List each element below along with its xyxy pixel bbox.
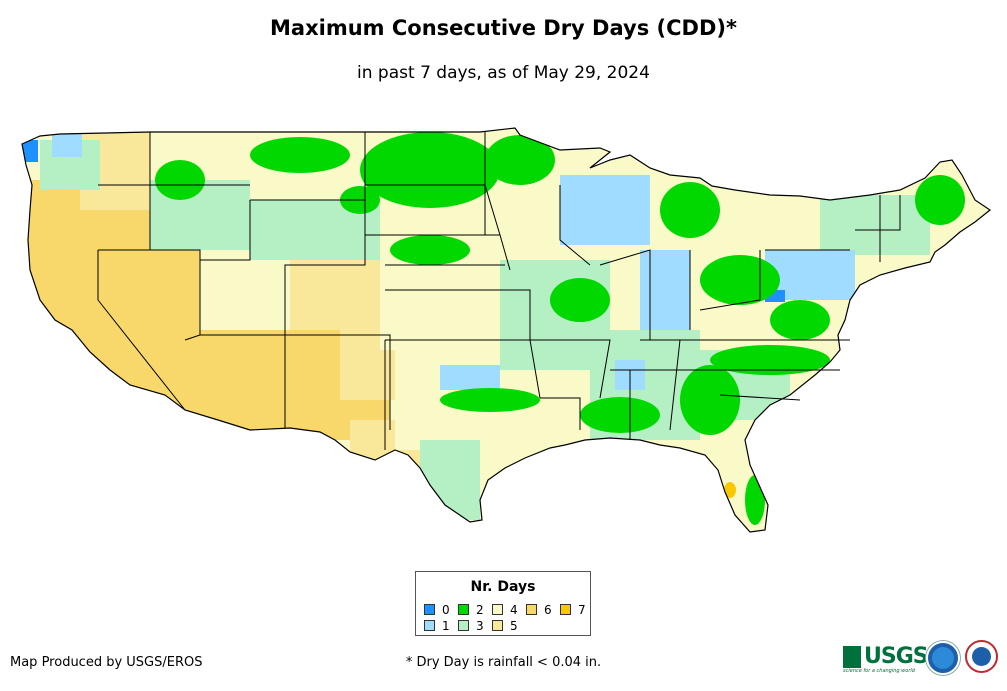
legend-label: 1 <box>442 618 450 633</box>
legend-label: 2 <box>476 602 484 617</box>
map-credit: Map Produced by USGS/EROS <box>10 655 203 670</box>
dry-day-footnote: * Dry Day is rainfall < 0.04 in. <box>405 655 602 670</box>
usgs-logo: USGS <box>843 644 929 669</box>
legend-swatch <box>560 604 571 615</box>
legend-title: Nr. Days <box>470 579 536 595</box>
legend-item-3: 3 <box>458 618 484 633</box>
usgs-logo-text: USGS <box>864 644 929 669</box>
map-subtitle: in past 7 days, as of May 29, 2024 <box>357 63 650 83</box>
noaa-logo-icon <box>926 641 960 675</box>
conus-cdd-map <box>21 127 991 533</box>
legend-item-4: 4 <box>492 602 518 617</box>
agency-logos: USGS science for a changing world <box>843 640 1003 680</box>
legend-swatch <box>526 604 537 615</box>
legend-item-1: 1 <box>424 618 450 633</box>
legend-swatch <box>458 620 469 631</box>
legend-swatch <box>492 604 503 615</box>
legend-item-0: 0 <box>424 602 450 617</box>
usgs-wave-icon <box>843 645 861 668</box>
legend-label: 3 <box>476 618 484 633</box>
legend-swatch <box>424 604 435 615</box>
legend-item-6: 6 <box>526 602 552 617</box>
legend-label: 4 <box>510 602 518 617</box>
legend-label: 0 <box>442 602 450 617</box>
legend-swatch <box>458 604 469 615</box>
legend-label: 7 <box>578 602 586 617</box>
legend-swatch <box>492 620 503 631</box>
legend-label: 5 <box>510 618 518 633</box>
legend-item-7: 7 <box>560 602 586 617</box>
usgs-tagline: science for a changing world <box>843 668 915 674</box>
legend-label: 6 <box>544 602 552 617</box>
map-title: Maximum Consecutive Dry Days (CDD)* <box>270 16 737 40</box>
legend-item-5: 5 <box>492 618 518 633</box>
legend-swatch <box>424 620 435 631</box>
nws-logo-icon <box>965 640 998 673</box>
legend-item-2: 2 <box>458 602 484 617</box>
legend: Nr. Days 0 1 2 3 4 5 6 7 <box>415 571 591 636</box>
